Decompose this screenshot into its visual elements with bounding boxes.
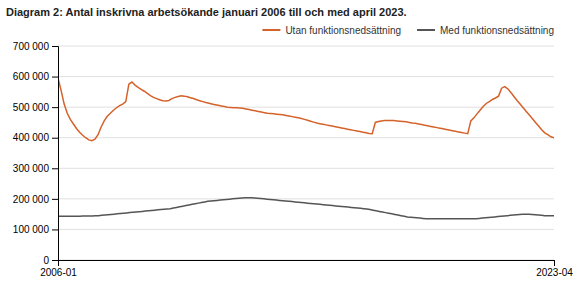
grid-line xyxy=(58,229,554,230)
y-tick-label: 500 000 xyxy=(13,102,50,113)
legend: Utan funktionsnedsättning Med funktionsne… xyxy=(262,25,554,36)
grid-line xyxy=(58,168,554,169)
y-tick-mark xyxy=(52,77,58,78)
y-tick-label: 300 000 xyxy=(13,163,50,174)
y-tick-mark xyxy=(52,260,58,261)
y-tick-mark xyxy=(52,168,58,169)
y-tick: 400 000 xyxy=(13,132,58,143)
x-axis: 2006-01 2023-04 xyxy=(40,260,573,278)
legend-label: Med funktionsnedsättning xyxy=(440,25,554,36)
y-tick-label: 100 000 xyxy=(13,224,50,235)
y-axis: 0 100 000 200 000 300 000 400 000 500 000 600 … xyxy=(13,41,59,266)
x-tick-label: 2023-04 xyxy=(536,267,573,278)
y-tick: 100 000 xyxy=(13,224,58,235)
x-tick-mark xyxy=(554,260,555,266)
legend-item: Med funktionsnedsättning xyxy=(417,25,554,36)
y-tick-label: 0 xyxy=(43,255,49,266)
grid-line xyxy=(58,107,554,108)
series-line xyxy=(58,198,554,219)
plot: 0 100 000 200 000 300 000 400 000 500 000 600 … xyxy=(13,25,573,279)
lines xyxy=(58,78,554,219)
y-tick-label: 600 000 xyxy=(13,71,50,82)
grid xyxy=(58,46,554,260)
y-tick-mark xyxy=(52,199,58,200)
x-tick-mark xyxy=(58,260,59,266)
y-tick: 600 000 xyxy=(13,71,58,82)
grid-line xyxy=(58,137,554,138)
chart: Diagram 2: Antal inskrivna arbetsökande … xyxy=(0,0,580,284)
title: Diagram 2: Antal inskrivna arbetsökande … xyxy=(6,6,407,18)
y-tick: 700 000 xyxy=(13,41,58,52)
grid-line xyxy=(58,198,554,199)
legend-item: Utan funktionsnedsättning xyxy=(262,25,401,36)
y-tick: 300 000 xyxy=(13,163,58,174)
y-tick-label: 700 000 xyxy=(13,41,50,52)
y-tick-mark xyxy=(52,107,58,108)
x-tick: 2023-04 xyxy=(536,260,573,278)
grid-line xyxy=(58,76,554,77)
x-axis-line xyxy=(59,261,555,267)
series-line xyxy=(58,78,554,141)
legend-label: Utan funktionsnedsättning xyxy=(285,25,401,36)
y-tick: 200 000 xyxy=(13,194,58,205)
y-tick-mark xyxy=(52,46,58,47)
x-tick: 2006-01 xyxy=(40,260,77,278)
grid-line xyxy=(58,46,554,47)
x-tick-label: 2006-01 xyxy=(40,267,77,278)
y-tick-mark xyxy=(52,138,58,139)
legend-swatch xyxy=(417,29,435,31)
y-tick-label: 400 000 xyxy=(13,132,50,143)
y-tick-label: 200 000 xyxy=(13,194,50,205)
y-tick: 500 000 xyxy=(13,102,58,113)
y-tick: 0 xyxy=(43,255,58,266)
y-axis-line xyxy=(52,47,59,261)
legend-swatch xyxy=(262,29,280,31)
y-tick-mark xyxy=(52,229,58,230)
